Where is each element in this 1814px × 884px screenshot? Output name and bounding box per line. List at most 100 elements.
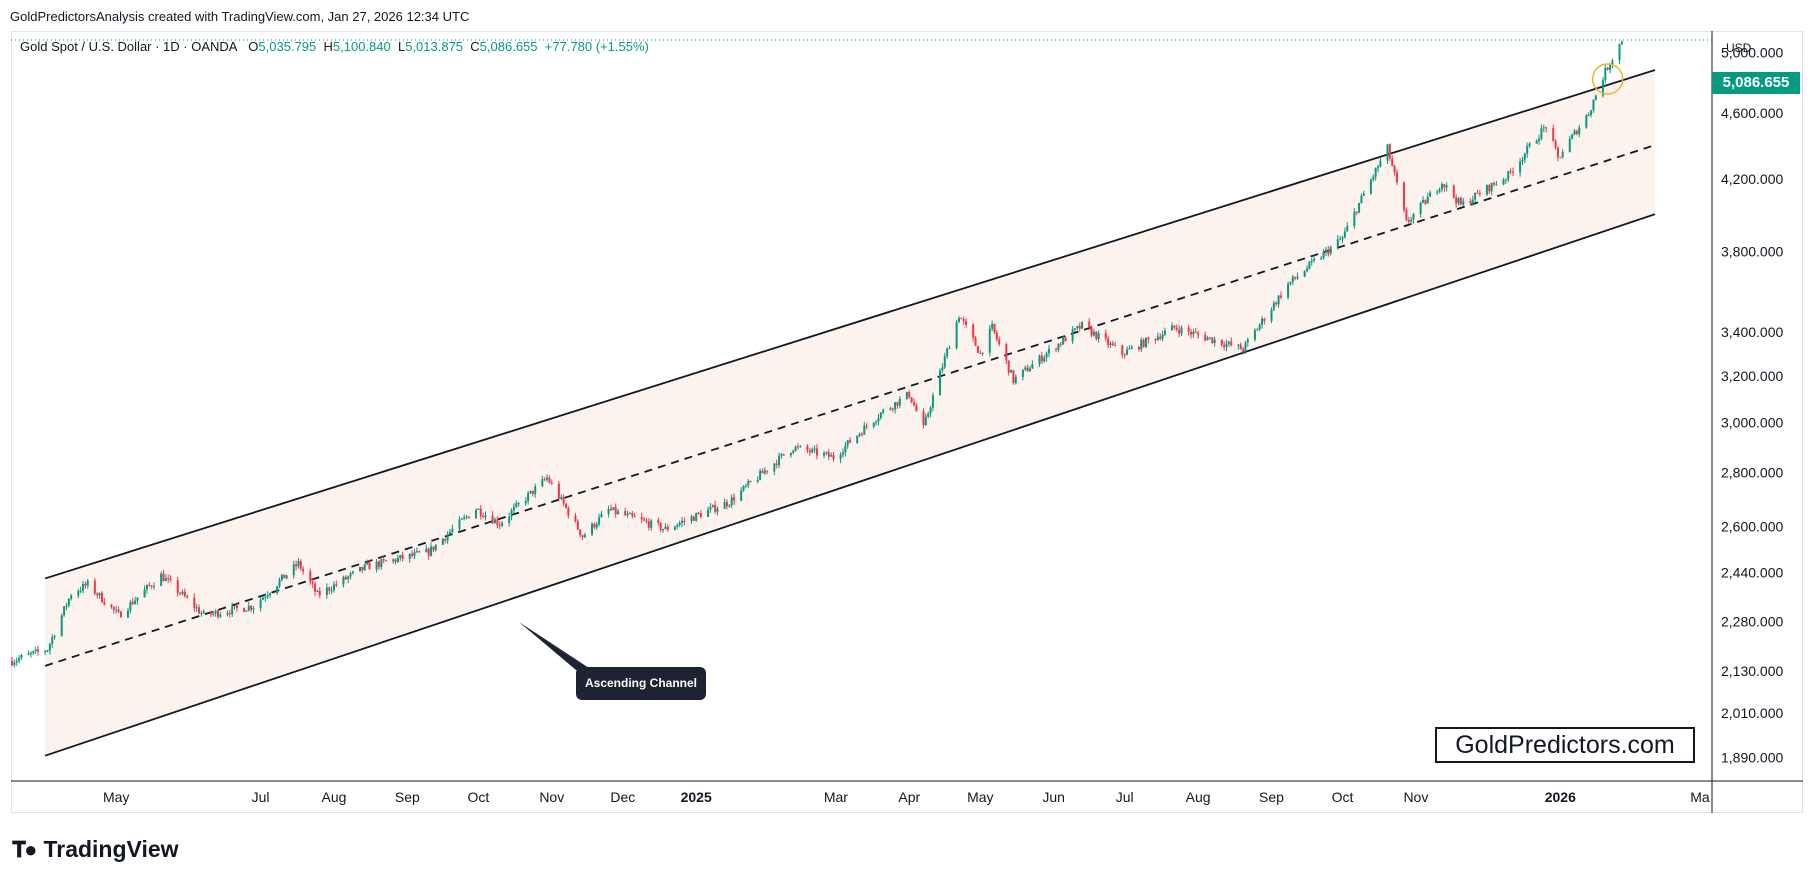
ascending-channel-callout[interactable]: Ascending Channel [576,667,706,700]
low-label: L [397,39,406,54]
candle [349,571,352,580]
candle [1393,164,1396,176]
candle [657,517,660,526]
candle-body [77,591,80,596]
time-tick-label: Jul [252,789,270,805]
candle [733,493,736,505]
candle-body [640,517,643,520]
candle [1523,152,1526,164]
candle-body [134,600,137,605]
candle [832,451,835,462]
candle-body [1088,321,1091,328]
candle-body [877,417,880,422]
time-tick-label: Sep [1259,789,1284,805]
candle [1485,184,1488,196]
candle [789,452,792,458]
candle [1078,322,1081,332]
candle-body [233,605,236,607]
candle [344,575,347,581]
candle-body [863,425,866,435]
candle [247,601,250,612]
currency-label[interactable]: USD [1726,41,1752,55]
candle [1244,340,1247,354]
candle-body [1306,268,1309,272]
candle [1478,189,1481,197]
symbol-title: Gold Spot / U.S. Dollar · 1D · OANDA [20,39,238,54]
candle [1362,190,1365,196]
candle-body [1424,199,1427,204]
candle [311,578,314,589]
candle-body [448,532,451,535]
candle [252,606,255,614]
candle [1159,333,1162,341]
candle [1270,307,1273,323]
candle [742,485,745,492]
candle [1040,351,1043,365]
candle-body [1462,201,1465,205]
candle-body [981,352,984,354]
candle [335,580,338,588]
candle-body [1078,326,1081,329]
candle [692,515,695,521]
candle-body [226,613,229,615]
candle [1310,258,1313,266]
candle-body [927,413,930,417]
candle-body [280,574,283,580]
candle-body [1192,331,1195,335]
candle-body [1369,179,1372,194]
candle-body [740,490,743,501]
candle-body [1504,179,1507,181]
candle-body [491,515,494,524]
candle-body [929,407,932,414]
candle-body [591,523,594,535]
candle [1175,324,1178,332]
candle-body [1296,276,1299,279]
candle-body [939,370,942,396]
candle-body [328,587,331,591]
candle-body [1618,43,1621,61]
candle-body [434,544,437,551]
candle [1095,331,1098,341]
candle [695,512,698,522]
candle-body [643,519,646,521]
candle [363,563,366,572]
candle-body [673,526,676,530]
candle [1071,326,1074,345]
candle-body [813,448,816,450]
candle-body [198,607,201,614]
tradingview-logo[interactable]: 𝐓● TradingView [12,836,179,863]
candle-body [1076,326,1079,329]
candle [1303,270,1306,278]
candle [1007,360,1010,376]
candle [181,589,184,596]
candle [841,448,844,458]
chart-credit: GoldPredictorsAnalysis created with Trad… [10,9,470,24]
candle-body [401,555,404,559]
candle-body [1374,168,1377,177]
candle-body [631,513,634,516]
candle [1225,339,1228,352]
candle [1540,124,1543,141]
candle [1578,124,1581,138]
candle-body [1578,127,1581,135]
candle-body [882,409,885,413]
candle [711,504,714,508]
candle-body [794,446,797,451]
candle-body [181,591,184,594]
candle [1211,337,1214,344]
candle [541,475,544,488]
candle [633,512,636,518]
candle [164,574,167,582]
candle [1573,128,1576,136]
candle-body [941,367,944,371]
candle-body [1519,161,1522,173]
candle-body [690,516,693,522]
candle-body [1554,140,1557,148]
candle-body [1377,166,1380,169]
candle-body [515,503,518,507]
candle-body [841,452,844,455]
candle [1043,354,1046,363]
candle-body [1204,334,1207,341]
candle [1010,369,1013,373]
